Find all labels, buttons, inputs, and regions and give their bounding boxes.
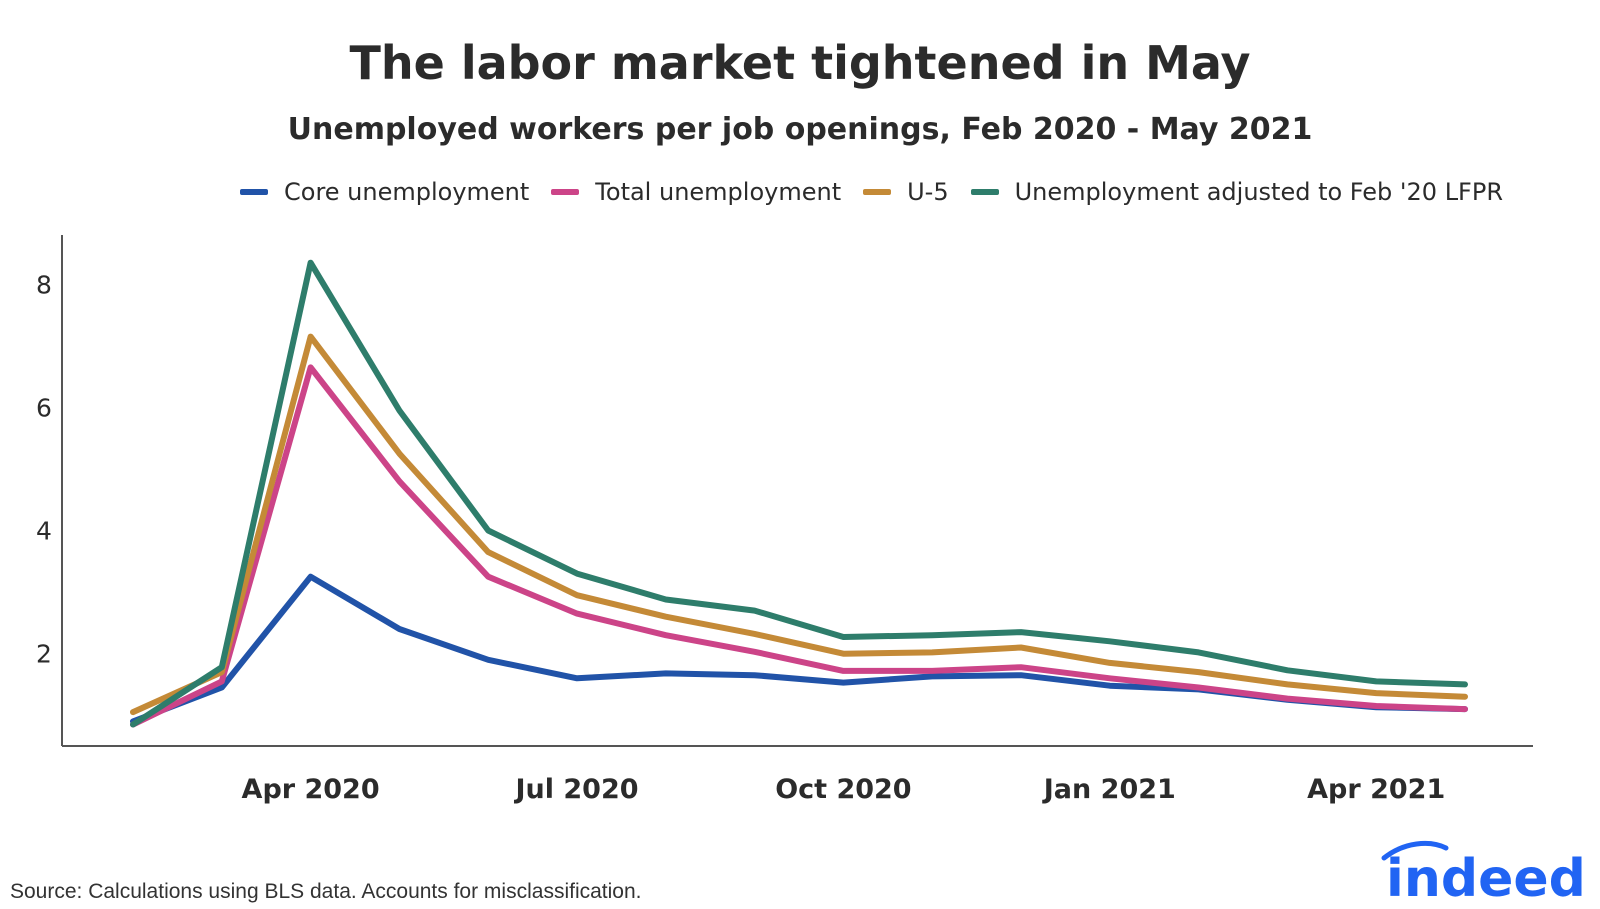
legend-swatch — [863, 189, 892, 195]
logo-text: indeed — [1386, 849, 1585, 903]
logo-swoosh — [1381, 840, 1449, 861]
legend-label: Total unemployment — [595, 178, 842, 206]
legend-swatch — [551, 189, 580, 195]
series-line-1 — [130, 364, 1468, 728]
x-tick-label: Jan 2021 — [1042, 774, 1176, 805]
x-tick-label: Apr 2021 — [1307, 774, 1445, 805]
legend-swatch — [970, 189, 999, 195]
x-tick-label: Oct 2020 — [775, 774, 911, 805]
legend-label: U-5 — [907, 178, 949, 206]
series-line-0 — [130, 573, 1468, 725]
legend-item-adjusted: Unemployment adjusted to Feb '20 LFPR — [970, 178, 1504, 206]
legend-label: Unemployment adjusted to Feb '20 LFPR — [1014, 178, 1504, 206]
y-tick-label: 6 — [36, 393, 52, 422]
source-note: Source: Calculations using BLS data. Acc… — [10, 880, 642, 903]
legend-item-u5: U-5 — [863, 178, 949, 206]
chart-subtitle: Unemployed workers per job openings, Feb… — [287, 112, 1313, 147]
y-tick-label: 8 — [36, 270, 52, 299]
chart-title: The labor market tightened in May — [349, 36, 1251, 90]
y-tick-label: 4 — [36, 517, 52, 546]
y-tick-label: 2 — [36, 640, 52, 669]
legend-item-core: Core unemployment — [240, 178, 529, 206]
indeed-logo: indeed — [1381, 840, 1585, 903]
series-line-2 — [130, 333, 1468, 716]
legend-swatch — [240, 189, 268, 195]
legend-label: Core unemployment — [284, 178, 530, 206]
legend-item-total: Total unemployment — [551, 178, 841, 206]
x-tick-label: Jul 2020 — [513, 774, 638, 805]
x-tick-label: Apr 2020 — [242, 774, 380, 805]
series-line-3 — [130, 259, 1468, 728]
chart-legend: Core unemployment Total unemployment U-5… — [240, 172, 1525, 212]
